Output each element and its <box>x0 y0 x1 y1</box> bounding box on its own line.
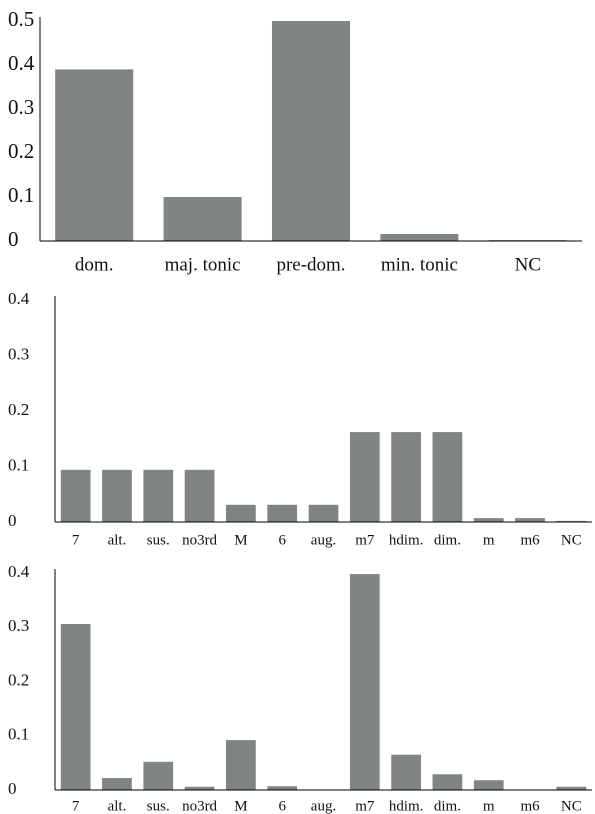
x-tick-label: no3rd <box>182 798 217 814</box>
bar <box>184 469 215 522</box>
x-tick-label: m <box>483 532 495 548</box>
y-tick-label: 0 <box>8 779 17 798</box>
y-tick-label: 0.2 <box>8 670 29 689</box>
bar <box>391 432 421 522</box>
x-tick-label: hdim. <box>389 532 424 548</box>
x-tick-label: sus. <box>147 798 170 814</box>
x-tick-label: aug. <box>311 532 336 548</box>
bar <box>556 520 587 522</box>
y-tick-label: 0.3 <box>8 344 29 363</box>
bar <box>473 780 504 790</box>
x-tick-label: hdim. <box>389 798 424 814</box>
bar <box>515 518 545 522</box>
x-tick-label: m <box>483 798 495 814</box>
y-tick-label: 0 <box>8 227 19 251</box>
x-tick-label: pre-dom. <box>276 254 345 275</box>
bar <box>226 504 256 522</box>
x-tick-label: m6 <box>520 798 540 814</box>
bar <box>349 574 380 790</box>
bar <box>60 623 91 790</box>
y-tick-label: 0.2 <box>8 400 29 419</box>
x-tick-label: aug. <box>311 798 336 814</box>
x-tick-label: dim. <box>434 532 461 548</box>
bar <box>432 432 463 522</box>
bar <box>391 754 421 790</box>
x-tick-label: alt. <box>108 532 127 548</box>
bar <box>556 786 587 790</box>
bar <box>184 786 215 790</box>
bar <box>271 21 351 241</box>
bar <box>102 778 132 790</box>
y-tick-label: 0.4 <box>8 289 30 308</box>
y-tick-label: 0 <box>8 511 17 530</box>
x-tick-label: m6 <box>520 532 540 548</box>
x-tick-label: sus. <box>147 532 170 548</box>
bar <box>267 786 298 790</box>
x-tick-label: dom. <box>75 254 114 275</box>
y-tick-label: 0.1 <box>8 183 34 207</box>
bar <box>432 774 463 790</box>
x-tick-label: dim. <box>434 798 461 814</box>
x-tick-label: min. tonic <box>381 254 458 275</box>
bar <box>380 233 459 241</box>
y-tick-label: 0.4 <box>8 562 30 581</box>
bar <box>226 740 256 790</box>
bar <box>60 469 91 522</box>
x-tick-label: M <box>234 532 247 548</box>
y-tick-label: 0.3 <box>8 95 34 119</box>
x-tick-label: 7 <box>72 532 80 548</box>
y-tick-label: 0.3 <box>8 616 29 635</box>
y-tick-label: 0.1 <box>8 725 29 744</box>
y-tick-label: 0.1 <box>8 455 29 474</box>
x-tick-label: no3rd <box>182 532 217 548</box>
bar <box>308 504 339 522</box>
bar <box>55 69 134 242</box>
bar <box>143 469 174 522</box>
bar <box>143 761 174 790</box>
x-tick-label: 7 <box>72 798 80 814</box>
x-tick-label: m7 <box>355 798 375 814</box>
bar <box>267 504 298 522</box>
x-tick-label: NC <box>561 532 582 548</box>
x-tick-label: alt. <box>108 798 127 814</box>
x-tick-label: NC <box>515 254 541 275</box>
y-tick-label: 0.4 <box>8 51 35 75</box>
bar <box>102 469 132 522</box>
x-tick-label: maj. tonic <box>165 254 241 275</box>
x-tick-label: 6 <box>278 798 286 814</box>
x-tick-label: m7 <box>355 532 375 548</box>
bar <box>349 432 380 522</box>
y-tick-label: 0.2 <box>8 139 34 163</box>
x-tick-label: M <box>234 798 247 814</box>
x-tick-label: NC <box>561 798 582 814</box>
bar <box>473 518 504 522</box>
bar <box>163 197 242 241</box>
y-tick-label: 0.5 <box>8 7 34 31</box>
x-tick-label: 6 <box>278 532 286 548</box>
